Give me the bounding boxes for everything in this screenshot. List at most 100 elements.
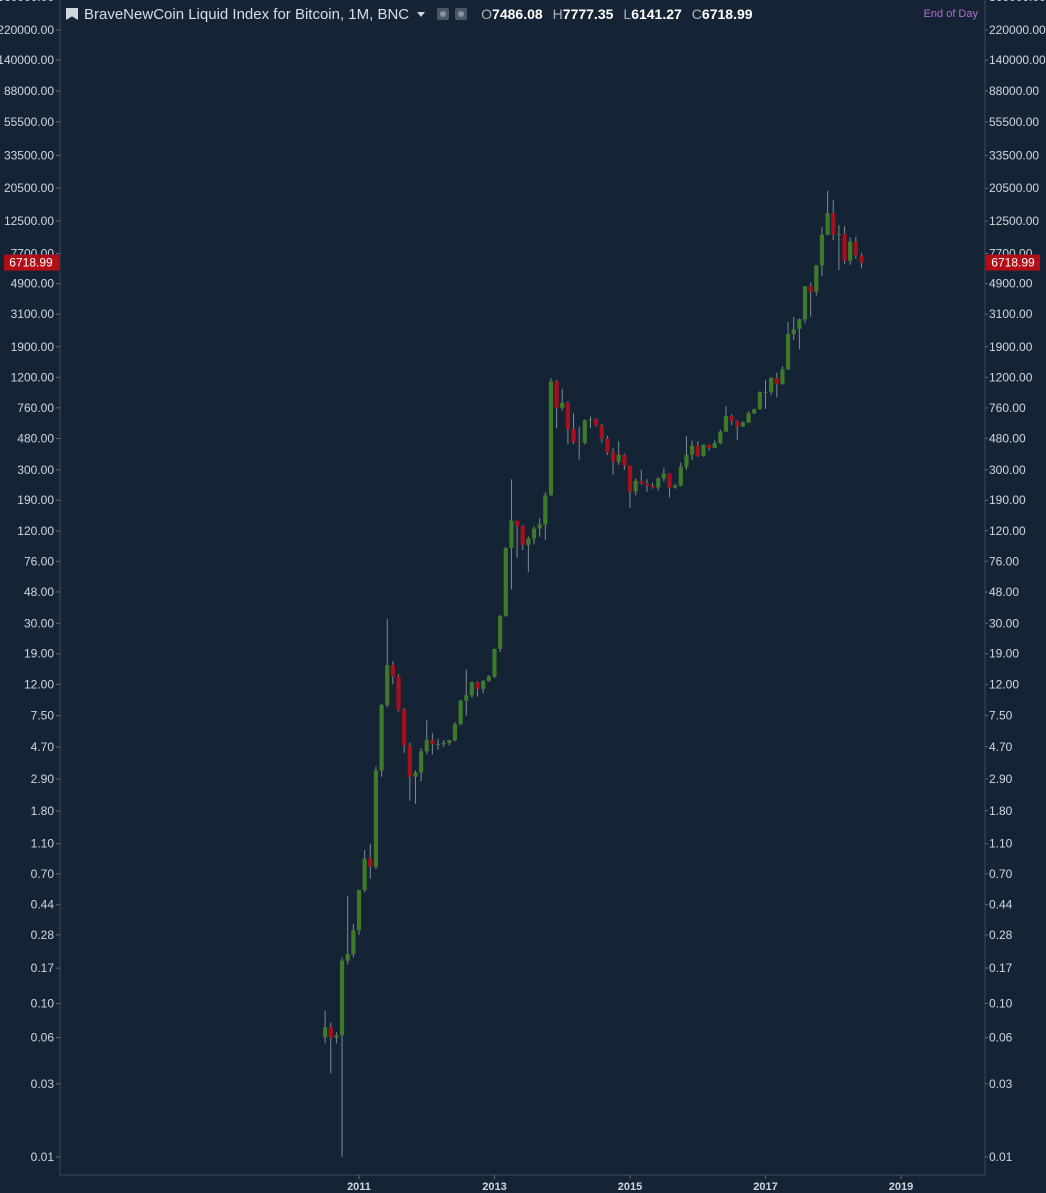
candle-body-up [509,520,514,548]
y-tick-label-right: 360000.00 [989,0,1046,4]
y-tick-label-left: 0.03 [31,1077,55,1091]
candle-body-up [836,234,841,236]
ohlc-values: O7486.08 H7777.35 L6141.27 C6718.99 [481,6,752,22]
end-of-day-label: End of Day [923,8,978,20]
candle-body-up [848,241,853,261]
candle-body-down [594,419,599,426]
y-tick-label-right: 0.28 [989,928,1013,942]
y-tick-label-right: 190.00 [989,493,1026,507]
y-tick-label-left: 48.00 [24,585,54,599]
candle-body-up [802,286,808,320]
y-tick-label-left: 30.00 [24,616,54,630]
candle-body-down [706,444,712,449]
y-tick-label-left: 300.00 [17,463,54,477]
candle-body-up [616,454,621,462]
y-tick-label-left: 0.06 [31,1031,55,1045]
candle-body-up [718,431,723,444]
y-tick-label-left: 120.00 [17,524,54,538]
candle-body-down [774,377,779,385]
candle-body-down [695,445,700,456]
candle-body-up [435,744,441,746]
candle-body-up [385,665,390,706]
flag-icon[interactable] [66,8,78,20]
candle-body-up [424,740,429,752]
candle-body-up [339,960,345,1036]
candle-body-up [673,485,678,488]
y-tick-label-left: 88000.00 [4,84,54,98]
candle-body-up [452,724,458,741]
y-tick-label-left: 140000.00 [0,53,54,67]
candle-body-up [797,319,802,329]
y-tick-label-left: 760.00 [17,401,54,415]
y-tick-label-right: 1200.00 [989,370,1033,384]
candle-body-up [419,751,424,773]
y-tick-label-left: 76.00 [24,554,54,568]
chevron-down-icon[interactable] [417,11,426,17]
y-tick-label-right: 4.70 [989,740,1013,754]
y-tick-label-left: 12500.00 [4,214,54,228]
y-tick-label-left: 4900.00 [11,277,55,291]
y-tick-label-right: 20500.00 [989,181,1039,195]
candle-body-down [565,402,570,429]
y-tick-label-right: 1.80 [989,804,1013,818]
candle-body-down [554,381,559,408]
y-tick-label-right: 88000.00 [989,84,1039,98]
candle-body-up [543,495,548,525]
candle-body-up [447,740,452,743]
y-tick-label-right: 12500.00 [989,214,1039,228]
candle-body-up [701,444,706,456]
y-tick-label-right: 4900.00 [989,277,1033,291]
candle-body-down [859,255,864,263]
y-tick-label-right: 55500.00 [989,115,1039,129]
candle-body-up [678,466,683,486]
close-value: 6718.99 [701,6,753,22]
x-tick-label: 2019 [889,1181,913,1193]
candle-body-up [441,742,446,745]
candle-body-up [481,681,486,689]
y-tick-label-right: 48.00 [989,585,1019,599]
y-tick-label-right: 0.03 [989,1077,1013,1091]
candle-body-up [723,415,729,432]
settings-icon[interactable] [455,8,468,20]
y-tick-label-right: 120.00 [989,524,1026,538]
candle-body-up [763,391,768,393]
open-value: 7486.08 [492,6,543,22]
y-tick-label-right: 480.00 [989,431,1026,445]
y-tick-label-left: 33500.00 [4,148,54,162]
candle-body-down [430,740,435,745]
y-tick-label-left: 360000.00 [0,0,54,4]
y-tick-label-right: 30.00 [989,616,1019,630]
y-tick-label-left: 1.80 [31,804,55,818]
y-tick-label-right: 0.70 [989,867,1013,881]
candle-body-up [464,695,469,701]
candle-body-down [842,234,847,261]
y-tick-label-right: 1900.00 [989,340,1033,354]
candle-body-down [808,286,813,292]
y-tick-label-left: 4.70 [31,740,55,754]
last-price-label-left: 6718.99 [9,256,53,270]
x-tick-label: 2015 [618,1181,642,1193]
y-tick-label-right: 3100.00 [989,307,1033,321]
x-tick-label: 2011 [347,1181,371,1193]
y-tick-label-left: 12.00 [24,677,54,691]
candle-body-up [752,409,757,414]
eye-icon[interactable] [437,8,450,20]
y-tick-label-right: 0.10 [989,997,1013,1011]
candle-body-up [492,648,497,677]
candle-body-up [413,772,418,777]
y-tick-label-left: 3100.00 [11,307,55,321]
candle-body-up [362,858,367,890]
candle-body-down [396,676,401,710]
candle-body-down [571,428,576,443]
candle-body-up [469,682,475,696]
candle-body-up [548,381,554,496]
candle-body-up [560,402,565,408]
close-label: C [691,6,702,22]
candle-body-up [334,1035,339,1038]
y-tick-label-right: 300.00 [989,463,1026,477]
symbol-title[interactable]: BraveNewCoin Liquid Index for Bitcoin, 1… [84,5,410,23]
candle-body-down [627,465,633,492]
candle-body-down [853,241,858,256]
candle-body-up [588,419,593,421]
